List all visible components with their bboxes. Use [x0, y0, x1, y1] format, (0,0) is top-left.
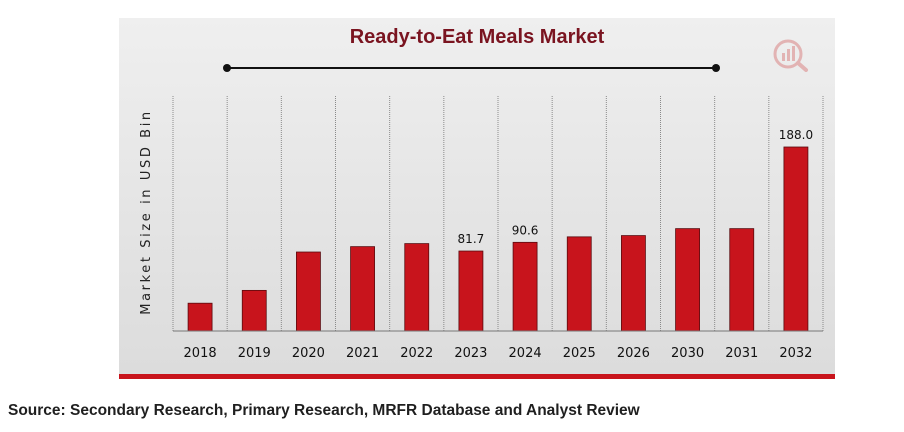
bar-2032	[783, 146, 809, 332]
panel-underline	[119, 374, 835, 379]
x-ticks: 2018 2019 2020 2021 2022 2023 2024 2025 2026 2030…	[184, 346, 813, 361]
x-tick-label: 2019	[238, 346, 271, 361]
data-labels: 81.7 90.6 188.0	[458, 128, 814, 246]
bar-2030	[675, 228, 700, 332]
x-tick-label: 2020	[292, 346, 325, 361]
chart-title: Ready-to-Eat Meals Market	[349, 26, 605, 48]
x-tick-label: 2021	[346, 346, 379, 361]
y-axis-label: Market Size in USD Bin	[139, 109, 154, 315]
bar-2025	[566, 236, 592, 332]
data-label-2023: 81.7	[458, 232, 485, 246]
bar-2022	[404, 243, 430, 332]
bar-2024	[512, 241, 538, 332]
x-tick-label: 2024	[509, 346, 542, 361]
bar-2021	[350, 246, 375, 332]
x-tick-label: 2023	[454, 346, 487, 361]
title-rule	[223, 64, 720, 72]
x-tick-label: 2032	[779, 346, 812, 361]
bar-2026	[621, 235, 646, 332]
data-label-2024: 90.6	[512, 223, 539, 237]
x-tick-label: 2022	[400, 346, 433, 361]
source-note: Source: Secondary Research, Primary Rese…	[8, 402, 640, 419]
bar-chart-logo-icon	[773, 39, 808, 72]
x-tick-label: 2031	[725, 346, 758, 361]
bars	[187, 146, 809, 332]
bar-2019	[241, 289, 267, 332]
data-label-2032: 188.0	[779, 128, 813, 142]
gridlines	[172, 96, 824, 331]
x-tick-label: 2025	[563, 346, 596, 361]
bar-2031	[729, 228, 755, 332]
bar-2023	[458, 250, 484, 332]
bar-2020	[296, 251, 321, 332]
x-tick-label: 2018	[184, 346, 217, 361]
x-tick-label: 2030	[671, 346, 704, 361]
bar-2018	[187, 302, 213, 332]
x-tick-label: 2026	[617, 346, 650, 361]
